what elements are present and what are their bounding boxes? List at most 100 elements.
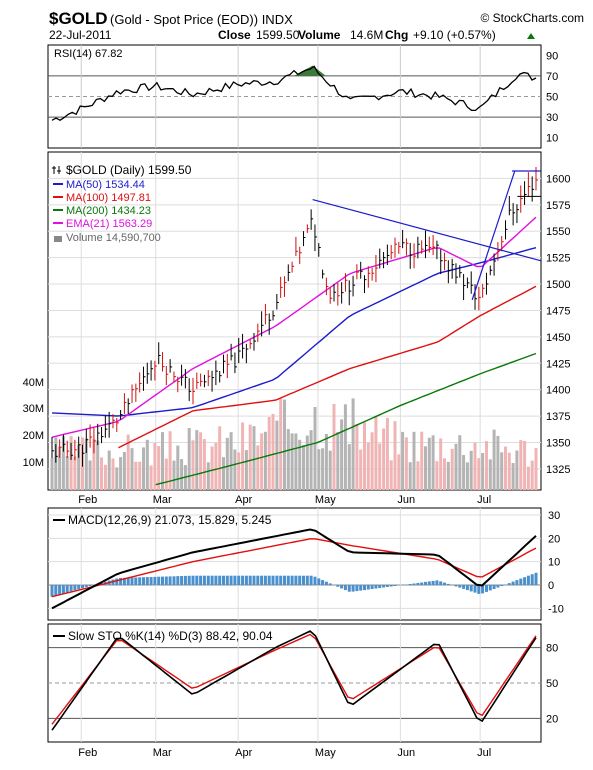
volume-bar xyxy=(237,452,241,490)
macd-histogram-bar xyxy=(408,584,412,585)
macd-histogram-bar xyxy=(138,577,142,585)
volume-bar xyxy=(355,424,359,490)
macd-histogram-bar xyxy=(500,585,504,586)
macd-histogram-bar xyxy=(130,577,134,585)
volume-bar xyxy=(168,431,172,490)
macd-histogram-bar xyxy=(267,575,271,585)
volume-bar xyxy=(199,432,203,490)
volume-bar xyxy=(286,429,290,490)
volume-bar xyxy=(100,457,103,490)
volume-tick-label: 30M xyxy=(23,403,44,415)
macd-histogram-bar xyxy=(355,585,359,592)
volume-bar xyxy=(241,422,245,490)
macd-tick-label: 0 xyxy=(548,580,554,592)
volume-bar xyxy=(214,442,218,490)
volume-bar xyxy=(485,441,488,490)
macd-histogram-bar xyxy=(176,576,180,585)
rsi-layer: 10 30 50 70 90 RSI(14) 67.82 xyxy=(48,45,558,148)
volume-bar xyxy=(256,445,260,490)
price-tick-label: 1375 xyxy=(546,411,570,423)
macd-histogram-bar xyxy=(496,585,500,588)
chart-name: (Gold - Spot Price (EOD)) INDX xyxy=(110,12,293,27)
macd-histogram-bar xyxy=(534,572,538,585)
macd-histogram-bar xyxy=(359,585,363,591)
macd-histogram-bar xyxy=(504,584,507,585)
macd-tick-label: 30 xyxy=(548,510,560,522)
macd-histogram-bar xyxy=(526,575,530,585)
ascending-trendline xyxy=(471,170,516,301)
macd-histogram-bar xyxy=(393,585,397,586)
volume-bar xyxy=(374,416,378,490)
macd-histogram-bar xyxy=(50,585,54,597)
ema21-line xyxy=(51,216,537,438)
macd-histogram-bar xyxy=(252,575,256,585)
macd-line xyxy=(51,528,537,610)
volume-bar xyxy=(488,459,492,490)
ma200-line xyxy=(155,352,537,486)
volume-bar xyxy=(336,432,340,490)
volume-bar xyxy=(340,419,344,490)
volume-bar xyxy=(530,460,534,490)
chart-date: 22-Jul-2011 xyxy=(49,28,112,42)
price-tick-label: 1350 xyxy=(546,437,570,449)
volume-bar xyxy=(115,467,119,490)
sto-k-line xyxy=(51,630,537,731)
macd-histogram-bar xyxy=(134,577,138,585)
volume-bar xyxy=(218,426,222,490)
macd-histogram-bar xyxy=(157,576,161,585)
macd-histogram-bar xyxy=(343,585,347,591)
price-tick-label: 1575 xyxy=(546,200,570,212)
volume-bar xyxy=(172,460,176,490)
volume-bar xyxy=(370,432,374,490)
month-tick-label: Mar xyxy=(153,494,172,506)
rsi-tick-label: 30 xyxy=(546,112,558,124)
volume-bar xyxy=(195,430,199,490)
macd-histogram-bar xyxy=(168,576,172,585)
macd-histogram-bar xyxy=(431,580,435,585)
volume-bar xyxy=(450,448,454,490)
macd-histogram-bar xyxy=(241,575,245,585)
macd-histogram-bar xyxy=(115,578,119,585)
macd-histogram-bar xyxy=(317,578,321,585)
macd-histogram-bar xyxy=(210,575,214,585)
price-layer: 1325 1350 1375 1400 1425 1450 1475 1500 1525 1550… xyxy=(23,152,570,506)
volume-bar xyxy=(427,437,431,490)
macd-histogram-bar xyxy=(195,575,199,585)
macd-histogram-bar xyxy=(164,576,168,585)
macd-histogram-bar xyxy=(149,577,153,585)
macd-histogram-bar xyxy=(412,583,416,585)
macd-histogram-bar xyxy=(222,575,225,585)
volume-bar xyxy=(324,434,328,490)
macd-histogram-bar xyxy=(88,585,92,586)
macd-histogram-bar xyxy=(385,585,389,587)
macd-panel xyxy=(47,507,542,621)
volume-bar xyxy=(161,432,164,490)
volume-bar xyxy=(134,461,138,490)
price-tick-label: 1450 xyxy=(546,332,570,344)
volume-legend: Volume 14,590,700 xyxy=(66,232,161,244)
macd-histogram-bar xyxy=(515,580,519,585)
macd-histogram-bar xyxy=(351,585,355,592)
ma50-legend: MA(50) 1534.44 xyxy=(66,179,145,191)
macd-histogram-bar xyxy=(328,583,332,585)
volume-bar xyxy=(397,454,401,490)
macd-histogram-bar xyxy=(65,585,69,593)
macd-histogram-bar xyxy=(69,585,73,592)
macd-histogram-bar xyxy=(458,585,462,588)
macd-histogram-bar xyxy=(248,575,252,585)
macd-histogram-bar xyxy=(260,575,264,585)
macd-histogram-bar xyxy=(283,575,286,585)
volume-bar xyxy=(385,417,389,490)
price-tick-label: 1550 xyxy=(546,226,570,238)
volume-bar xyxy=(138,461,142,490)
volume-bar xyxy=(103,464,107,490)
volume-bar xyxy=(481,453,485,490)
volume-bar xyxy=(58,446,62,490)
month-tick-label-bottom: Apr xyxy=(235,747,252,759)
volume-bar xyxy=(260,433,264,490)
sto-layer: 20 50 80 Slow STO %K(14) %D(3) 88.42, 90.04… xyxy=(48,624,558,759)
macd-layer: -10 0 10 20 30 MACD(12,26,9) 21.073, 15.829, … xyxy=(48,508,564,620)
macd-histogram-bar xyxy=(454,585,458,587)
volume-bar xyxy=(54,437,58,490)
